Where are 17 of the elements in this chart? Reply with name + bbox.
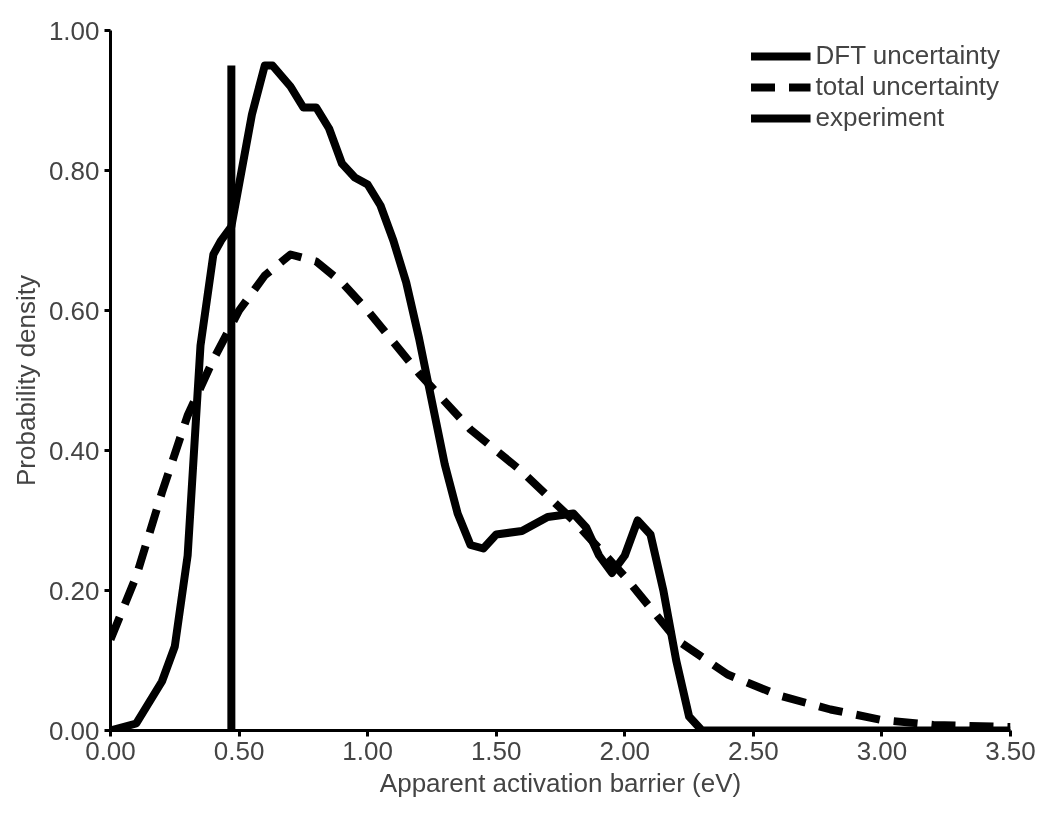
y-tick-label: 0.60	[48, 295, 100, 326]
x-axis-title: Apparent activation barrier (eV)	[379, 767, 742, 798]
legend-label: DFT uncertainty	[815, 40, 1000, 71]
x-tick-label: 2.00	[599, 735, 651, 766]
x-tick-label: 0.50	[213, 735, 265, 766]
x-tick-label: 3.00	[856, 735, 908, 766]
x-tick-label: 1.00	[342, 735, 393, 766]
legend-label: total uncertainty	[815, 71, 1000, 102]
legend-label: experiment	[815, 102, 945, 133]
y-tick-label: 0.40	[48, 435, 100, 466]
y-tick-label: 0.80	[48, 155, 100, 186]
x-tick-label: 3.50	[985, 735, 1036, 766]
y-tick-label: 0.20	[48, 575, 100, 606]
x-tick-label: 1.50	[470, 735, 522, 766]
x-tick-label: 2.50	[728, 735, 779, 766]
y-tick-label: 1.00	[48, 15, 100, 46]
y-axis-title: Probability density	[10, 275, 41, 486]
